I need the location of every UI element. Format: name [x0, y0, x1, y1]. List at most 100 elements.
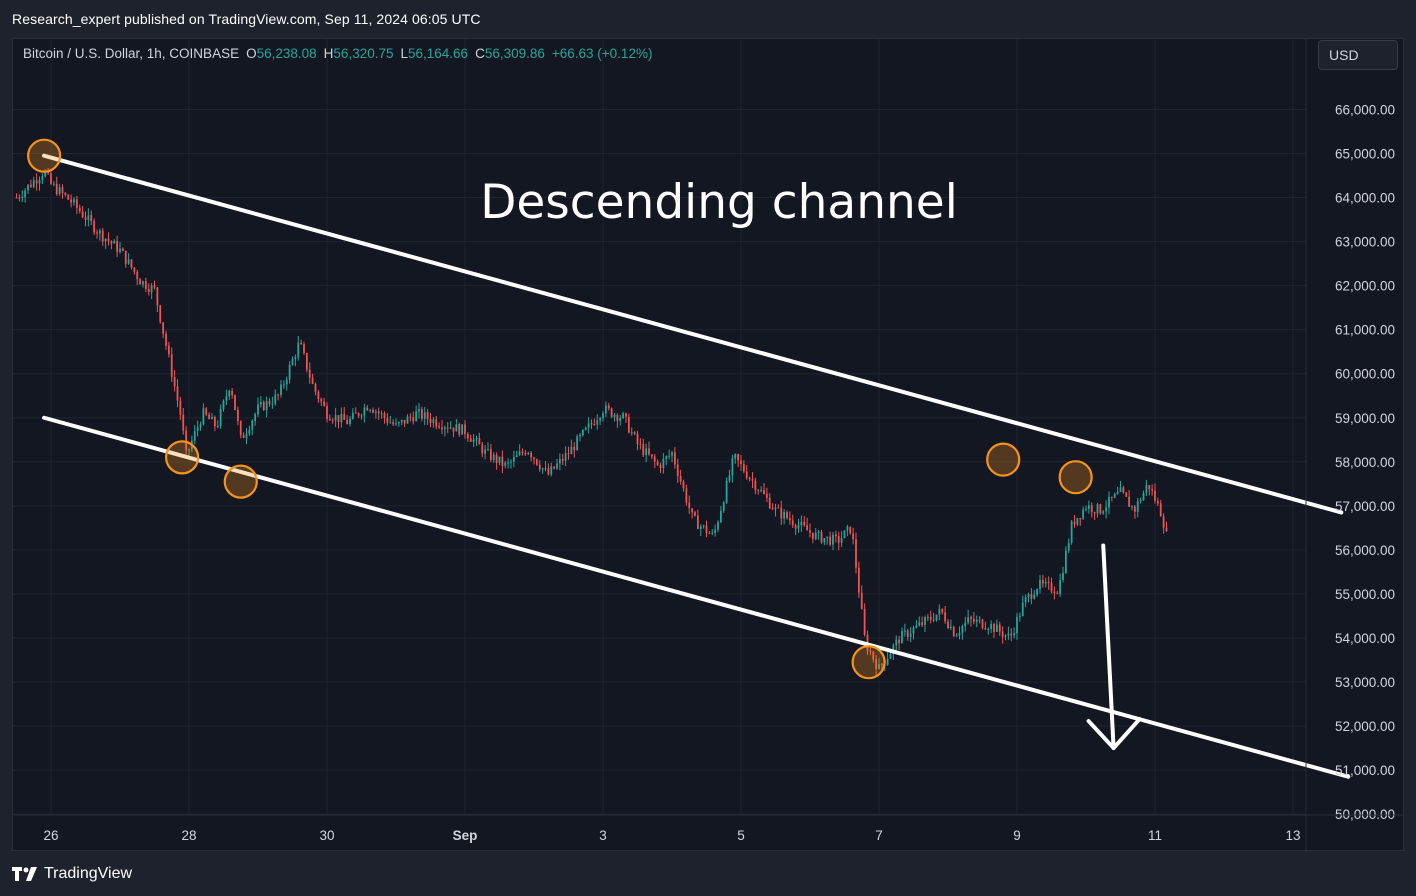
candle — [909, 627, 912, 643]
candle — [363, 403, 366, 423]
candle-body — [584, 427, 587, 430]
candle-body — [748, 478, 751, 480]
tradingview-logo-icon[interactable] — [12, 867, 38, 881]
candle — [564, 446, 567, 467]
candle-body — [300, 342, 303, 345]
candle-body — [349, 418, 351, 425]
candle — [987, 627, 990, 635]
candle — [380, 410, 383, 419]
candle — [507, 458, 510, 469]
candle-body — [935, 614, 938, 621]
candle — [832, 531, 834, 551]
candle — [659, 462, 662, 473]
candle — [688, 495, 691, 514]
candle — [685, 484, 688, 506]
candle — [1131, 505, 1133, 511]
candle-body — [786, 512, 788, 519]
candle — [668, 449, 671, 460]
candle — [277, 393, 280, 401]
candle — [1064, 546, 1067, 574]
candle — [372, 407, 374, 414]
candle — [619, 414, 622, 426]
candle-body — [55, 183, 58, 195]
candle — [932, 612, 935, 623]
candle-body — [1004, 635, 1007, 637]
candle-body — [228, 390, 231, 397]
candle — [121, 247, 124, 252]
projection-arrow[interactable] — [1086, 543, 1142, 751]
touch-point-marker[interactable] — [986, 442, 1021, 477]
candle-body — [875, 659, 878, 669]
candle — [349, 415, 351, 427]
currency-button[interactable]: USD — [1318, 40, 1398, 70]
candle — [576, 434, 579, 451]
candle — [811, 532, 814, 544]
candle-body — [32, 180, 35, 187]
candle — [599, 416, 602, 426]
candle-body — [535, 459, 538, 465]
candle — [498, 456, 501, 466]
candle-body — [58, 187, 61, 195]
price-tick-label: 56,000.00 — [1335, 543, 1395, 558]
candle-body — [639, 444, 642, 446]
touch-point-marker[interactable] — [851, 645, 886, 680]
touch-point-marker[interactable] — [26, 138, 62, 173]
candle — [360, 413, 363, 420]
candle-body — [857, 567, 860, 593]
candle-body — [1113, 493, 1116, 498]
candle — [671, 450, 673, 462]
candle — [518, 444, 521, 457]
candle-body — [809, 530, 811, 533]
touch-point-marker[interactable] — [223, 464, 258, 499]
candle — [1024, 594, 1027, 608]
candle-body — [331, 420, 334, 422]
price-tick-label: 52,000.00 — [1335, 719, 1395, 734]
candle — [236, 406, 239, 426]
candle-body — [41, 176, 44, 180]
candle-body — [78, 207, 81, 212]
candle — [21, 190, 24, 203]
grid — [13, 39, 1306, 815]
candle — [995, 619, 998, 632]
candle — [340, 407, 343, 428]
channel-lower-line[interactable] — [42, 415, 1351, 779]
candle-body — [446, 427, 449, 429]
candle-body — [990, 623, 993, 629]
touch-point-marker[interactable] — [165, 440, 200, 475]
footer: TradingView — [12, 862, 132, 886]
candle-body — [429, 418, 432, 423]
candle-body — [530, 452, 533, 458]
candle-body — [308, 369, 311, 378]
candle-body — [860, 592, 863, 609]
candle-body — [219, 409, 222, 426]
candle-body — [354, 412, 357, 414]
candle — [139, 277, 142, 285]
candle-body — [636, 433, 639, 445]
candle — [702, 524, 705, 529]
candle-body — [423, 412, 426, 419]
channel-upper-line[interactable] — [42, 153, 1344, 515]
candle-body — [688, 502, 691, 509]
candle-body — [613, 415, 616, 417]
candle — [93, 218, 96, 236]
candle-body — [596, 420, 599, 425]
candle — [15, 193, 18, 199]
candle-body — [213, 416, 216, 427]
candle-body — [420, 408, 423, 419]
touch-point-marker[interactable] — [1058, 460, 1093, 495]
annotation-title: Descending channel — [480, 175, 958, 230]
candle — [1076, 518, 1079, 526]
candle-body — [895, 639, 898, 646]
candle-body — [406, 416, 409, 424]
candle-body — [573, 446, 576, 451]
candle-body — [814, 532, 817, 539]
candle — [990, 620, 993, 633]
chart-pane[interactable] — [12, 38, 1404, 851]
candle-body — [268, 400, 271, 405]
candle — [610, 407, 613, 419]
candle-body — [464, 424, 466, 435]
candle-body — [645, 448, 648, 455]
candle — [941, 608, 944, 615]
candle — [354, 407, 357, 414]
